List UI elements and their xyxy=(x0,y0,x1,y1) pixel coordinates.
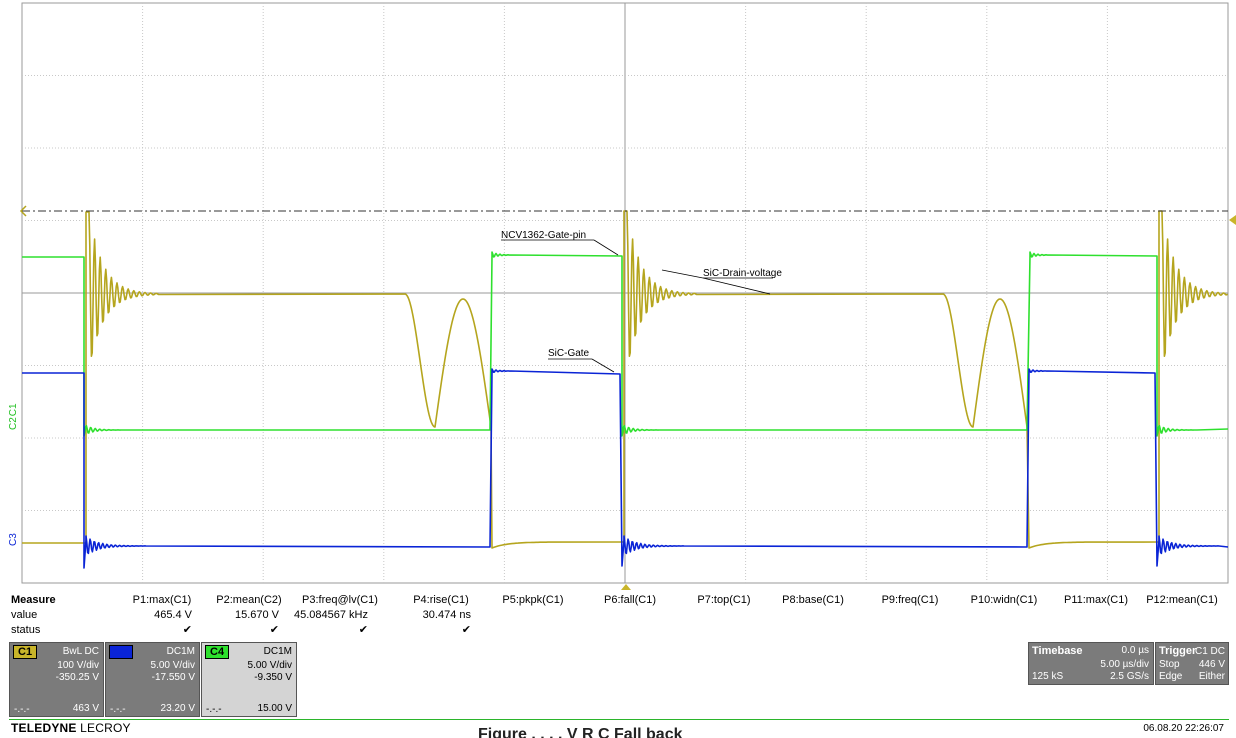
trigger-label: Trigger xyxy=(1159,645,1197,657)
measure-param-name: P2:mean(C2) xyxy=(216,594,282,606)
trigger-panel[interactable]: Trigger C1 DC Stop 446 V Edge Either xyxy=(1155,642,1229,685)
timebase-samples: 125 kS xyxy=(1032,671,1064,682)
channel-c1-dash: -.-.- xyxy=(14,704,30,715)
channel-c4-dash: -.-.- xyxy=(206,704,222,715)
measure-param-status: ✔ xyxy=(358,624,368,636)
timebase-label: Timebase xyxy=(1032,645,1083,657)
trace-c4-gate-pin xyxy=(22,251,1229,437)
measure-row-label-status: status xyxy=(11,624,41,636)
channel-c2-level: 23.20 V xyxy=(160,703,195,714)
trigger-source: C1 DC xyxy=(1194,646,1225,657)
measure-row-label-measure: Measure xyxy=(11,594,56,606)
annotation-sic-gate: SiC-Gate xyxy=(548,348,615,373)
measure-param-value: 30.474 ns xyxy=(422,609,471,621)
figure-caption: Figure . . . . V R C Fall back xyxy=(478,727,683,738)
measure-param-name: P10:widn(C1) xyxy=(970,594,1038,606)
annotation-drain-voltage-label: SiC-Drain-voltage xyxy=(703,268,782,279)
channel-c1-level: 463 V xyxy=(72,703,99,714)
channel-tag-c4[interactable]: C4 xyxy=(205,645,230,659)
trigger-mode: Stop xyxy=(1159,659,1180,670)
annotation-drain-voltage: SiC-Drain-voltage xyxy=(661,268,782,295)
measure-param-status: ✔ xyxy=(182,624,192,636)
channel-panel-c4[interactable]: C4 DC1M 5.00 V/div -9.350 V -.-.- 15.00 … xyxy=(201,642,297,717)
measure-param-status: ✔ xyxy=(461,624,471,636)
annotation-gate-pin: NCV1362-Gate-pin xyxy=(501,230,619,256)
channel-c2-offset: -17.550 V xyxy=(151,672,195,683)
channel-c4-vdiv: 5.00 V/div xyxy=(247,660,292,671)
measure-param-name: P7:top(C1) xyxy=(697,594,751,606)
channel-c2-vdiv: 5.00 V/div xyxy=(150,660,195,671)
annotation-gate-pin-label: NCV1362-Gate-pin xyxy=(501,230,586,241)
timebase-panel[interactable]: Timebase 0.0 µs 5.00 µs/div 125 kS 2.5 G… xyxy=(1028,642,1154,685)
trace-c2-line xyxy=(22,368,1229,569)
timebase-tdiv: 5.00 µs/div xyxy=(1100,659,1149,670)
measure-param-value: 15.670 V xyxy=(234,609,279,621)
footer-divider xyxy=(9,719,1229,720)
channel-c4-level: 15.00 V xyxy=(257,703,292,714)
measure-param-name: P5:pkpk(C1) xyxy=(502,594,564,606)
brand-lecroy: LECROY xyxy=(80,721,131,735)
channel-c2-coupling: DC1M xyxy=(166,646,195,657)
trigger-level: 446 V xyxy=(1198,659,1225,670)
trigger-slope: Either xyxy=(1198,671,1225,682)
channel-c1-vdiv: 100 V/div xyxy=(57,660,99,671)
measure-param-value: 45.084567 kHz xyxy=(294,609,368,621)
oscilloscope-display: C2C1 C3 NCV1362-Gate-pin SiC-Drain-volta… xyxy=(8,2,1236,590)
trigger-position-marker xyxy=(621,584,631,590)
timebase-delay: 0.0 µs xyxy=(1121,645,1149,656)
channel-c2-dash: -.-.- xyxy=(110,704,126,715)
trigger-type: Edge xyxy=(1159,671,1183,682)
measure-param-name: P1:max(C1) xyxy=(132,594,192,606)
brand-logo: TELEDYNE LECROY xyxy=(11,721,131,735)
trace-label-c3: C3 xyxy=(8,533,19,546)
measure-param-name: P3:freq@lv(C1) xyxy=(302,594,378,606)
trigger-level-left-arrow xyxy=(19,205,27,217)
channel-c1-coupling: BwL DC xyxy=(62,646,99,657)
channel-c1-offset: -350.25 V xyxy=(55,672,99,683)
brand-teledyne: TELEDYNE xyxy=(11,721,77,735)
channel-panel-c1[interactable]: C1 BwL DC 100 V/div -350.25 V -.-.- 463 … xyxy=(9,642,104,717)
channel-panel-c2[interactable]: C2 DC1M 5.00 V/div -17.550 V -.-.- 23.20… xyxy=(105,642,200,717)
trace-c2-sic-gate xyxy=(22,368,1229,569)
channel-tag-c1[interactable]: C1 xyxy=(13,645,38,659)
measure-param-name: P9:freq(C1) xyxy=(881,594,939,606)
trace-label-c2-c1: C2C1 xyxy=(8,403,19,430)
footer-timestamp: 06.08.20 22:26:07 xyxy=(1143,723,1224,734)
measure-param-name: P11:max(C1) xyxy=(1064,594,1128,606)
measure-param-status: ✔ xyxy=(269,624,279,636)
measure-param-name: P6:fall(C1) xyxy=(604,594,656,606)
measure-param-name: P12:mean(C1) xyxy=(1146,594,1218,606)
channel-tag-c2[interactable]: C2 xyxy=(109,645,134,659)
trigger-level-right-marker xyxy=(1229,215,1236,225)
measure-row-label-value: value xyxy=(11,609,38,621)
trace-c4-line xyxy=(22,251,1229,437)
channel-c4-coupling: DC1M xyxy=(263,646,292,657)
channel-c4-offset: -9.350 V xyxy=(254,672,292,683)
measure-param-name: P8:base(C1) xyxy=(782,594,844,606)
measure-param-name: P4:rise(C1) xyxy=(413,594,469,606)
timebase-rate: 2.5 GS/s xyxy=(1110,671,1149,682)
annotation-sic-gate-label: SiC-Gate xyxy=(548,348,590,359)
measure-param-value: 465.4 V xyxy=(154,609,192,621)
